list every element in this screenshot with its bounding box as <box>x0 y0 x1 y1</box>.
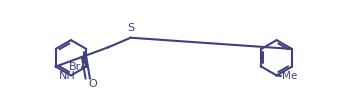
Text: Br: Br <box>68 62 81 72</box>
Text: S: S <box>127 23 134 33</box>
Text: O: O <box>88 79 97 89</box>
Text: Me: Me <box>282 71 297 81</box>
Text: NH: NH <box>59 71 75 81</box>
